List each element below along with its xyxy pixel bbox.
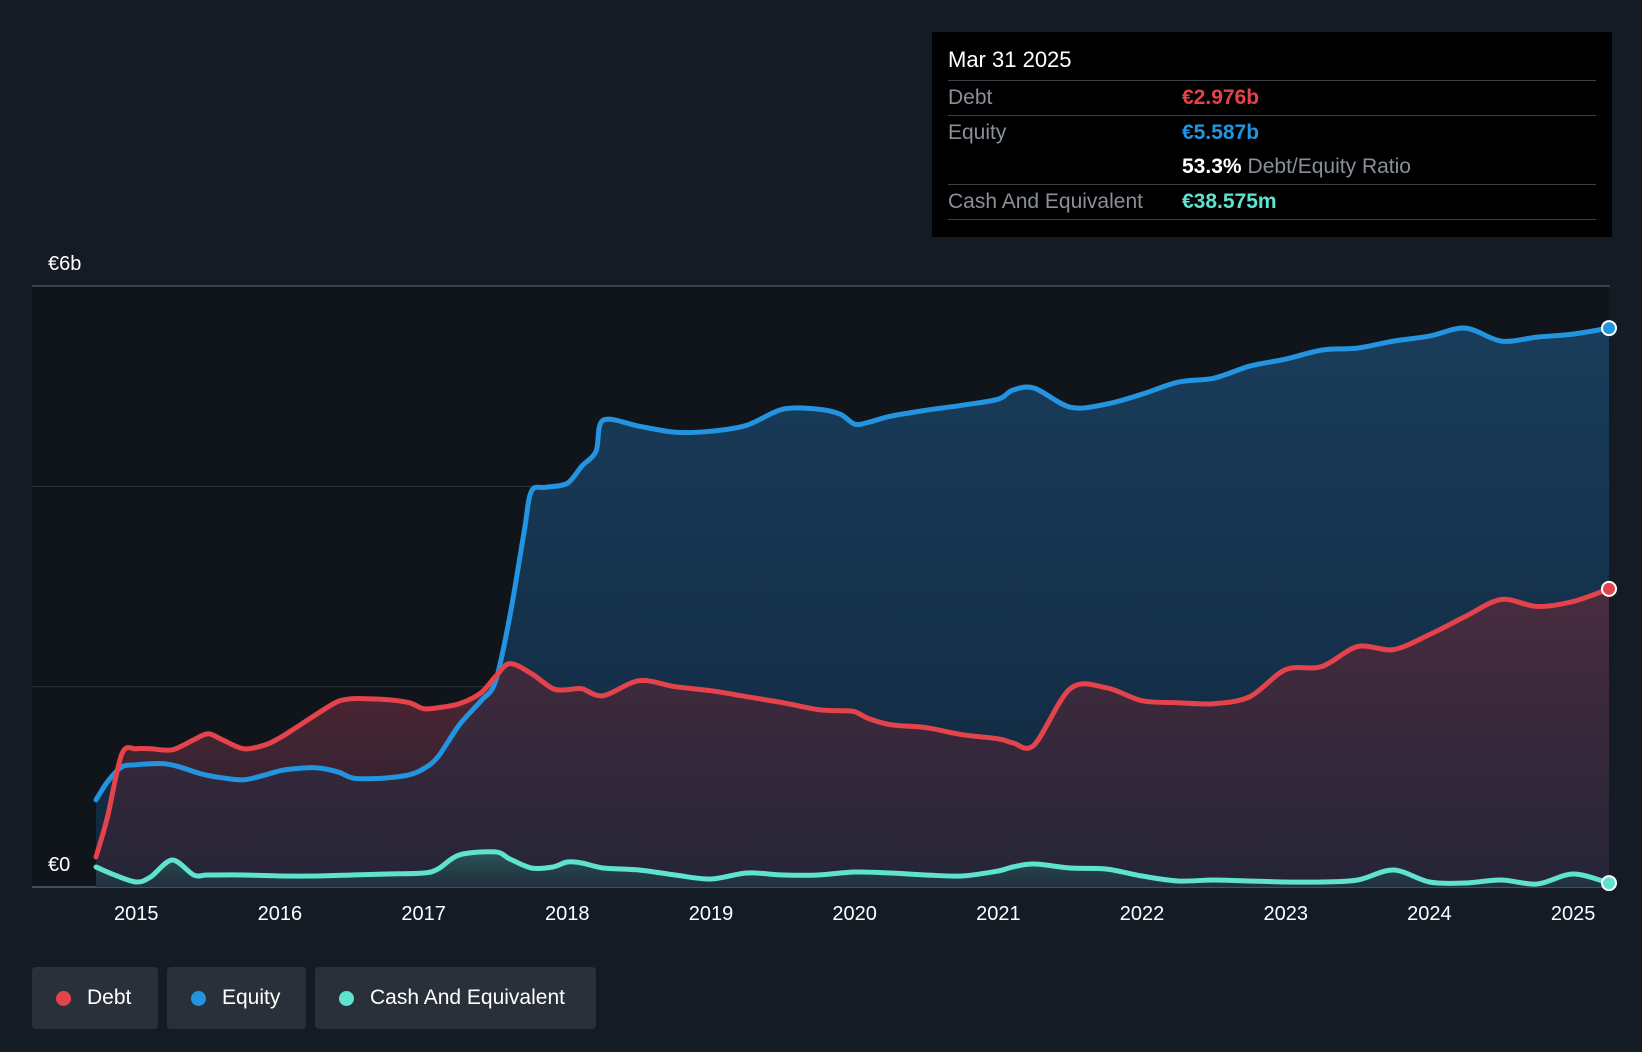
legend-item-debt[interactable]: Debt xyxy=(32,967,158,1029)
legend: Debt Equity Cash And Equivalent xyxy=(32,967,596,1029)
series-areas xyxy=(96,328,1609,887)
y-tick-label-top: €6b xyxy=(48,253,81,275)
tooltip-cash-label: Cash And Equivalent xyxy=(948,190,1143,213)
tooltip-ratio-label: Debt/Equity Ratio xyxy=(1247,155,1411,178)
legend-debt-label: Debt xyxy=(87,986,132,1009)
tooltip-date: Mar 31 2025 xyxy=(948,46,1596,81)
x-tick-label-2016: 2016 xyxy=(258,903,303,925)
y-tick-label-bottom: €0 xyxy=(48,854,70,876)
legend-cash-label: Cash And Equivalent xyxy=(370,986,565,1009)
tooltip-equity-value: €5.587b xyxy=(1182,121,1260,144)
tooltip-ratio-spacer xyxy=(948,150,1182,184)
tooltip-debt-value: €2.976b xyxy=(1182,86,1260,109)
cash-end-marker xyxy=(1601,875,1617,892)
legend-item-cash[interactable]: Cash And Equivalent xyxy=(315,967,596,1029)
x-tick-label-2019: 2019 xyxy=(689,903,734,925)
equity-end-marker xyxy=(1601,320,1617,337)
x-axis: 2015 2016 2017 2018 2019 2020 2021 2022 2023 2024… xyxy=(114,903,1595,925)
tooltip-row-cash: Cash And Equivalent €38.575m xyxy=(948,185,1596,220)
series-lines xyxy=(93,325,1612,887)
x-tick-label-2015: 2015 xyxy=(114,903,159,925)
x-tick-label-2025: 2025 xyxy=(1551,903,1596,925)
x-tick-label-2023: 2023 xyxy=(1263,903,1308,925)
x-tick-label-2022: 2022 xyxy=(1120,903,1165,925)
tooltip-panel: Mar 31 2025 Debt €2.976b Equity €5.587b … xyxy=(932,32,1612,237)
debt-area xyxy=(96,588,1609,887)
debt-dot-icon xyxy=(56,990,71,1006)
legend-item-equity[interactable]: Equity xyxy=(167,967,306,1029)
legend-equity-label: Equity xyxy=(222,986,281,1009)
equity-dot-icon xyxy=(191,990,206,1006)
x-tick-label-2021: 2021 xyxy=(976,903,1021,925)
cash-area xyxy=(96,851,1609,887)
equity-line xyxy=(93,325,1612,803)
x-tick-label-2024: 2024 xyxy=(1407,903,1452,925)
x-tick-label-2018: 2018 xyxy=(545,903,590,925)
x-tick-label-2017: 2017 xyxy=(401,903,446,925)
end-markers xyxy=(1601,320,1617,892)
cash-dot-icon xyxy=(339,990,354,1006)
tooltip-debt-label: Debt xyxy=(948,86,993,109)
tooltip-ratio-value: 53.3% xyxy=(1182,155,1242,178)
debt-end-marker xyxy=(1601,580,1617,597)
tooltip-row-debt: Debt €2.976b xyxy=(948,81,1596,116)
x-tick-label-2020: 2020 xyxy=(832,903,877,925)
tooltip-row-equity: Equity €5.587b xyxy=(948,116,1596,150)
cash-line xyxy=(93,849,1612,887)
tooltip-row-ratio: 53.3% Debt/Equity Ratio xyxy=(948,150,1596,185)
tooltip-equity-label: Equity xyxy=(948,121,1007,144)
tooltip-cash-value: €38.575m xyxy=(1182,190,1277,213)
debt-line xyxy=(93,586,1612,860)
